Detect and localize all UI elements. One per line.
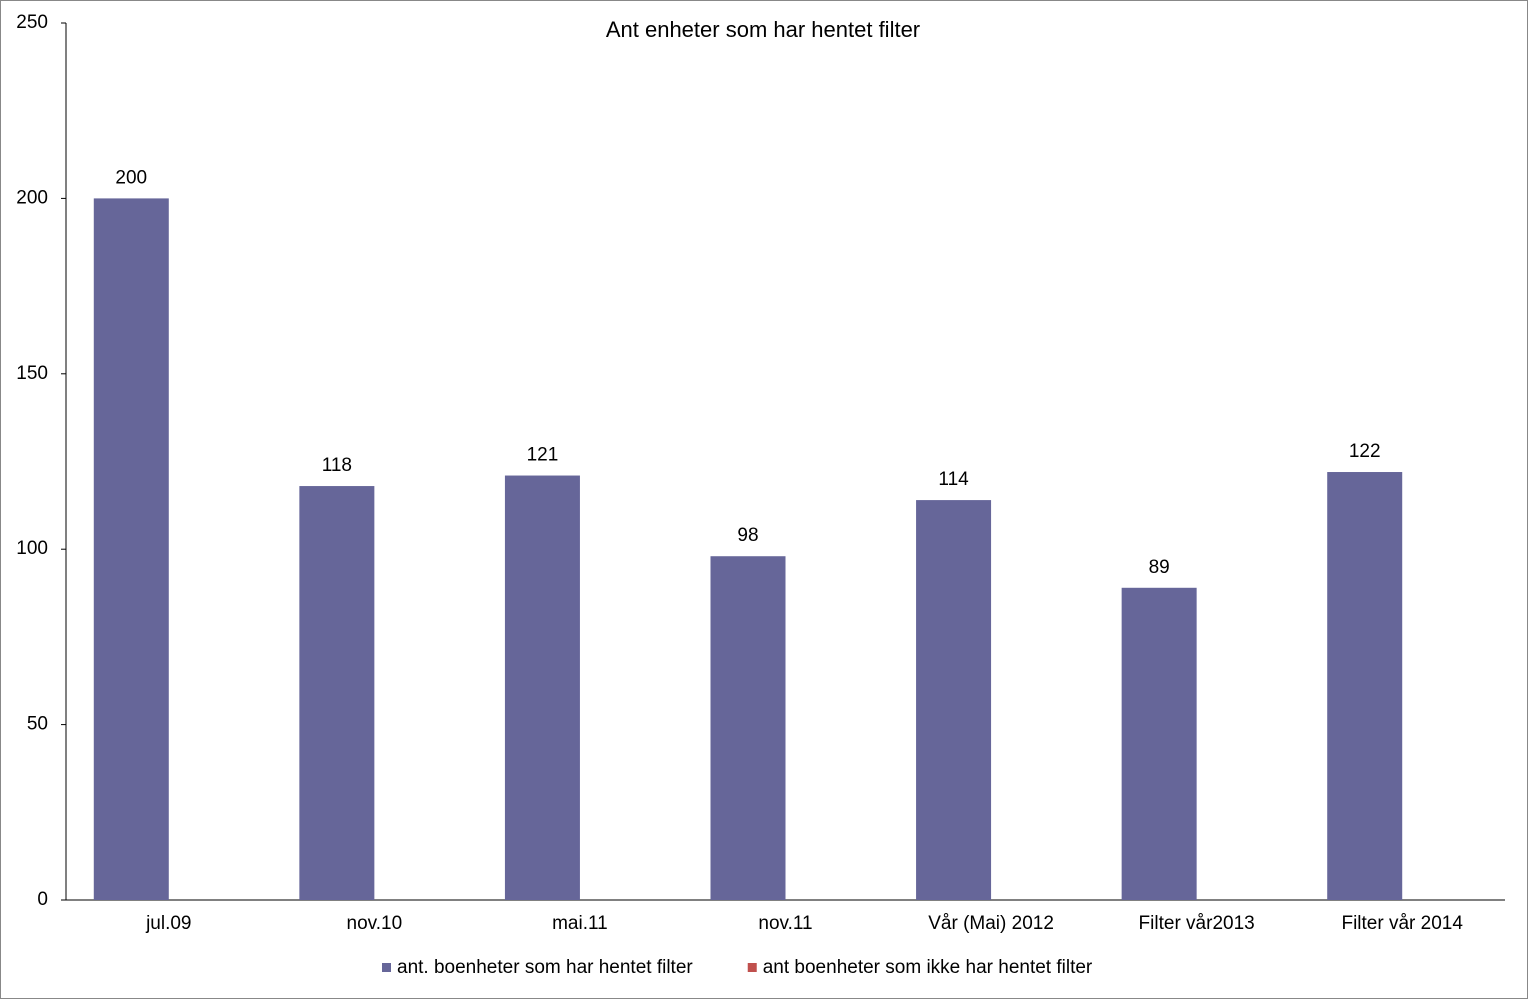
x-tick-label: Filter vår 2014	[1341, 913, 1463, 934]
y-tick-label: 50	[27, 714, 48, 735]
data-label: 114	[938, 469, 969, 490]
data-label: 98	[737, 525, 758, 546]
legend-swatch	[382, 963, 391, 972]
x-tick-label: nov.11	[758, 913, 812, 934]
bar	[1121, 587, 1197, 900]
y-tick-label: 0	[37, 889, 48, 910]
data-label: 118	[322, 455, 352, 476]
bar	[916, 500, 992, 900]
legend-label: ant boenheter som ikke har hentet filter	[763, 957, 1093, 978]
bar	[710, 556, 786, 900]
y-tick-label: 250	[16, 12, 48, 33]
data-label: 121	[527, 445, 559, 466]
data-label: 122	[1349, 441, 1381, 462]
x-tick-label: Filter vår2013	[1139, 913, 1255, 934]
data-label: 200	[115, 167, 147, 188]
x-tick-label: jul.09	[145, 913, 191, 934]
y-tick-label: 200	[16, 187, 48, 208]
x-tick-label: nov.10	[347, 913, 403, 934]
chart-title: Ant enheter som har hentet filter	[606, 17, 920, 42]
data-label: 89	[1149, 557, 1170, 578]
y-tick-label: 150	[16, 363, 48, 384]
y-tick-label: 100	[16, 538, 48, 559]
legend-swatch	[747, 963, 757, 972]
x-tick-label: Vår (Mai) 2012	[928, 913, 1054, 934]
bar	[504, 475, 580, 900]
bar	[93, 198, 169, 900]
bar	[1327, 472, 1403, 900]
legend-label: ant. boenheter som har hentet filter	[397, 957, 693, 978]
x-tick-label: mai.11	[552, 913, 608, 934]
bar	[299, 486, 375, 900]
